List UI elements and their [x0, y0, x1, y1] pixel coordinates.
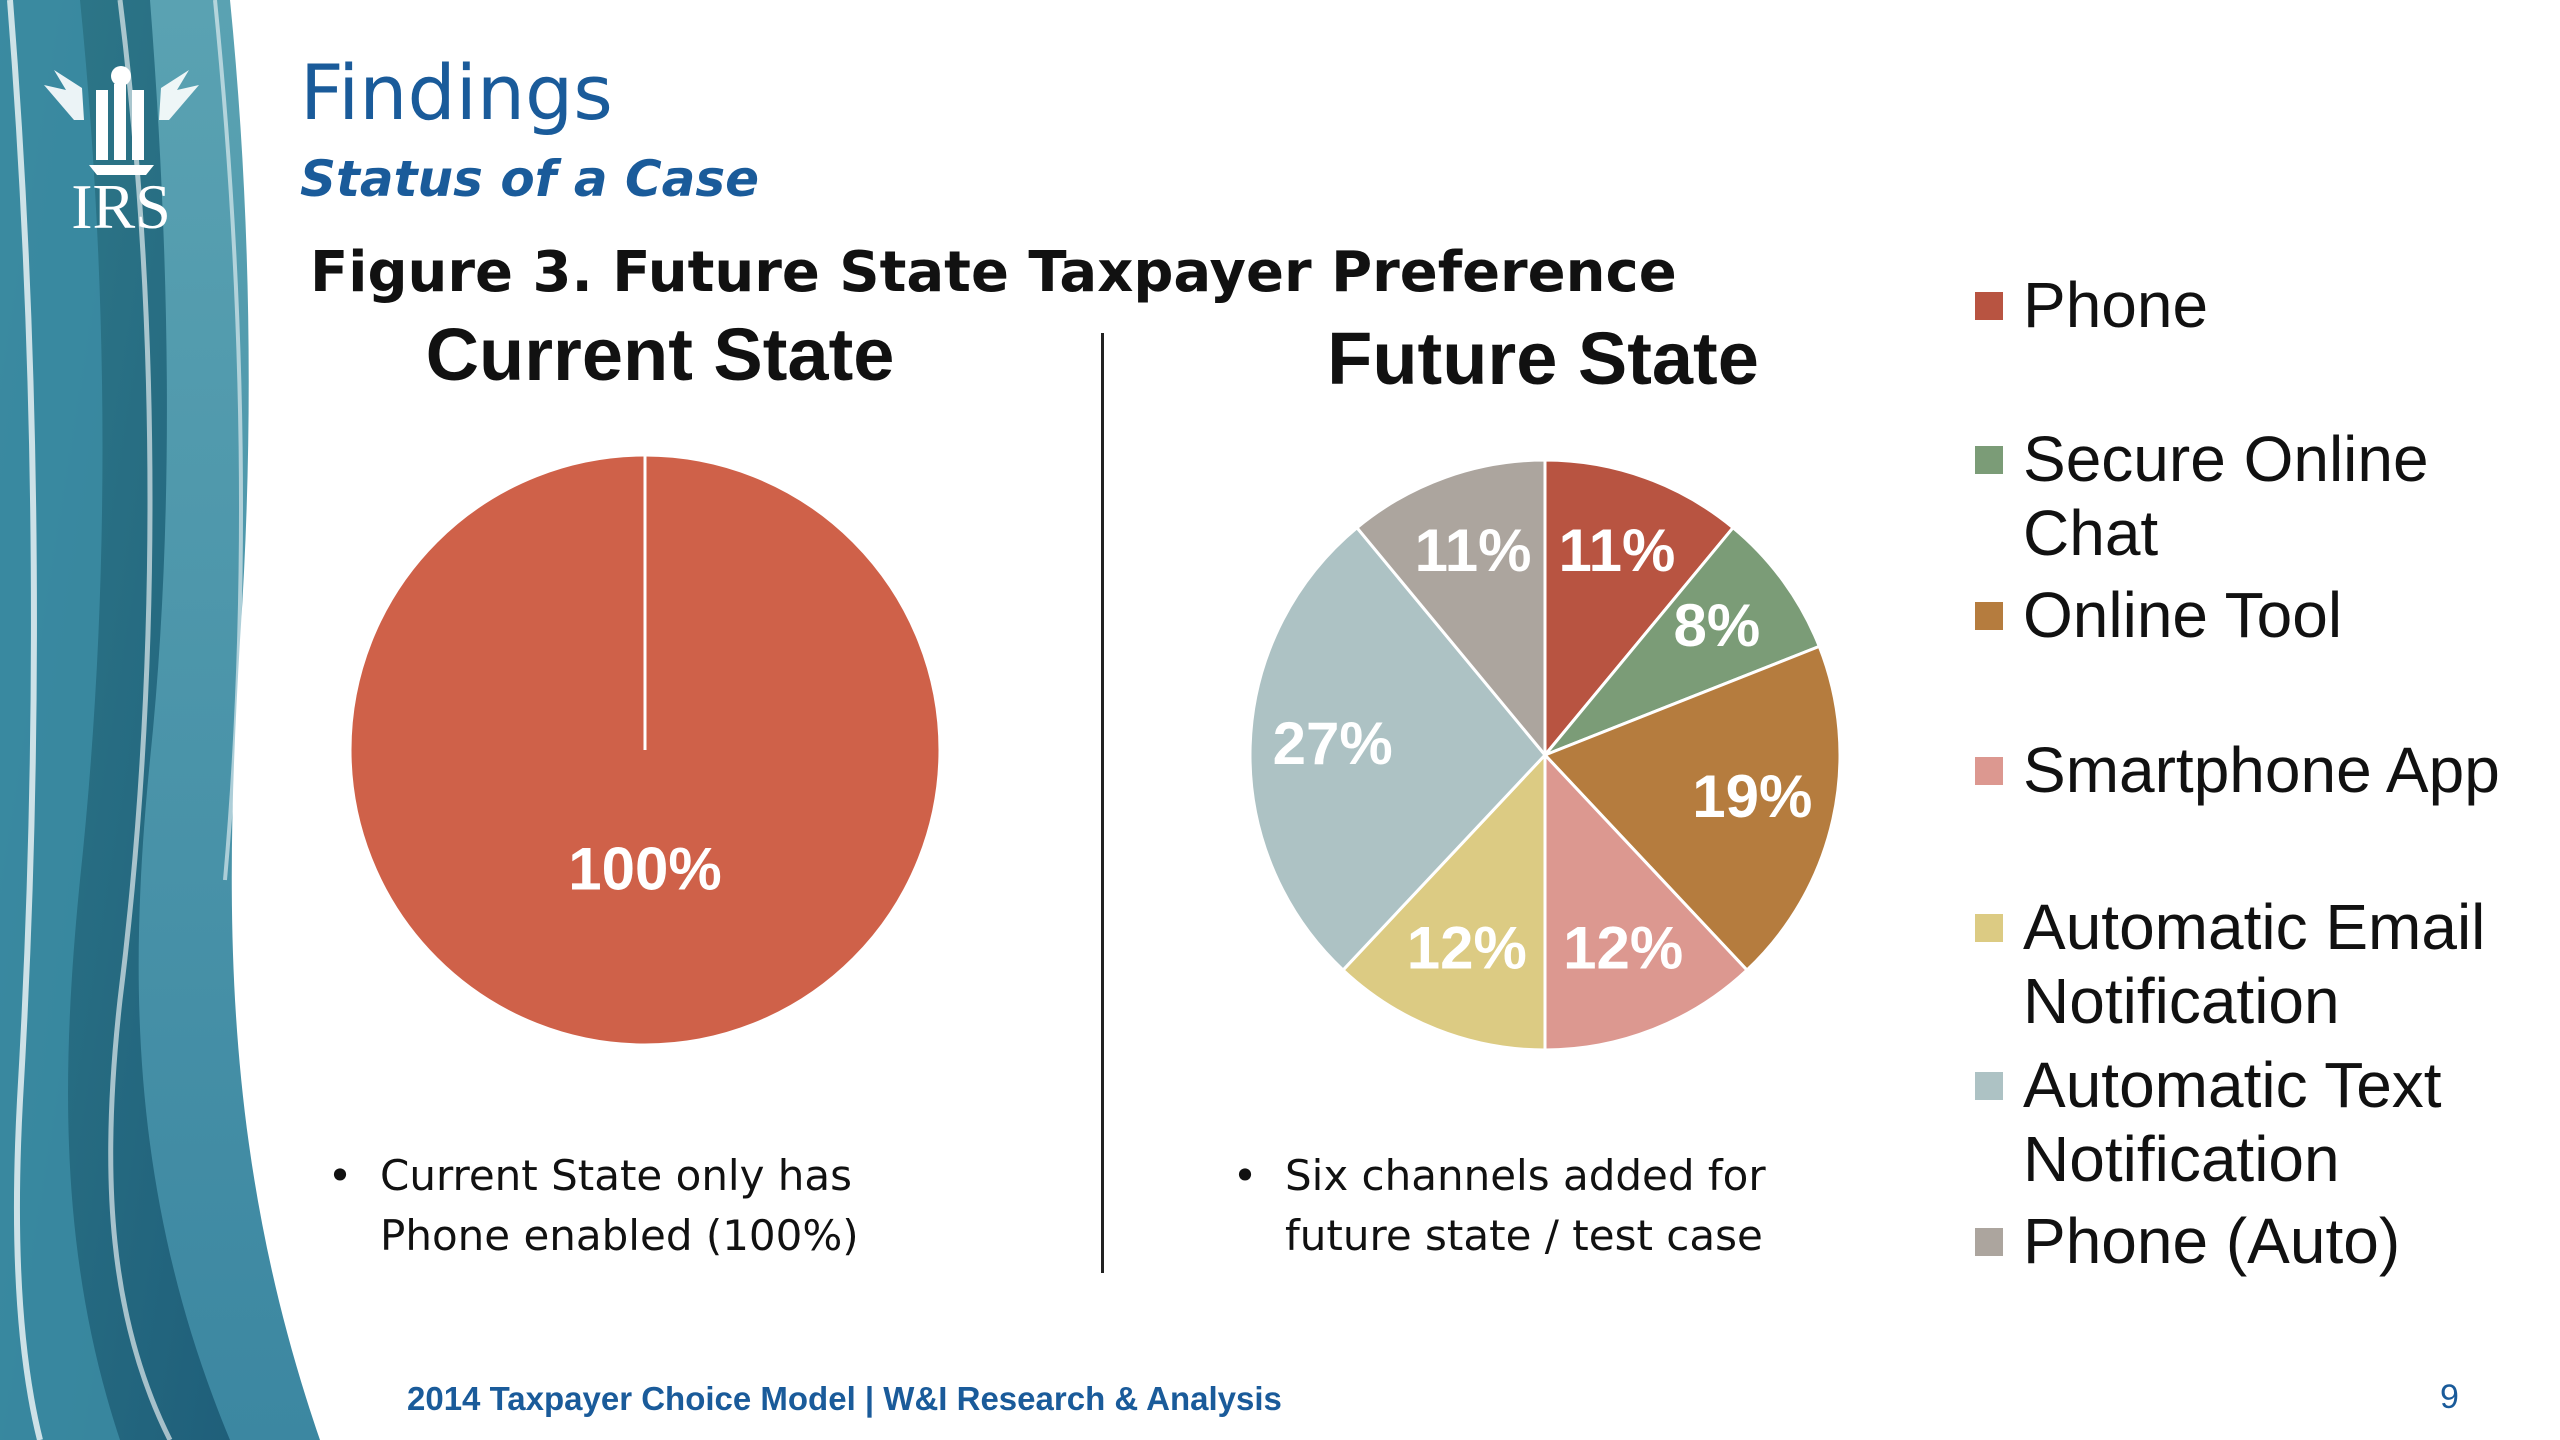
slide-footer: 2014 Taxpayer Choice Model | W&I Researc… — [407, 1380, 1282, 1417]
pie-data-label: 11% — [1415, 517, 1532, 584]
page-number: 9 — [2440, 1378, 2459, 1416]
legend-item-secure-online-chat: Secure Online Chat — [1975, 422, 2443, 570]
legend-swatch — [1975, 757, 2003, 785]
pie-data-label: 12% — [1563, 914, 1683, 981]
legend-label: Phone (Auto) — [2023, 1205, 2401, 1277]
pie-data-label: 19% — [1692, 763, 1812, 830]
legend-label: Automatic Email Notification — [2023, 891, 2486, 1037]
bullet-marker: • — [327, 1151, 353, 1200]
future-state-pie-chart: 11% 8% 19% 12% 12% 27% 11% — [1248, 458, 1842, 1052]
legend-swatch — [1975, 602, 2003, 630]
legend-item-smartphone-app: Smartphone App — [1975, 733, 2543, 807]
future-state-note: • Six channels added for future state / … — [1205, 1146, 1845, 1266]
legend-item-phone-auto: Phone (Auto) — [1975, 1204, 2543, 1278]
pie-slice-automatic-text-notification — [1248, 525, 1547, 973]
legend-swatch — [1975, 914, 2003, 942]
current-state-note-text: Current State only has Phone enabled (10… — [380, 1151, 859, 1260]
pie-data-label: 100% — [568, 836, 721, 903]
legend-swatch — [1975, 292, 2003, 320]
current-state-pie-chart: 100% — [348, 453, 942, 1047]
pie-slice-secure-online-chat — [1543, 525, 1822, 757]
pie-slice-phone-auto — [1354, 458, 1547, 760]
future-state-note-text: Six channels added for future state / te… — [1285, 1151, 1766, 1260]
legend-item-phone: Phone — [1975, 268, 2543, 342]
legend-swatch — [1975, 1228, 2003, 1256]
pie-slice-smartphone-app — [1543, 751, 1750, 1052]
pie-slice-automatic-email-notification — [1340, 751, 1547, 1052]
legend-label: Phone — [2023, 269, 2209, 341]
slide-subtitle: Status of a Case — [300, 150, 760, 208]
legend-item-automatic-email-notification: Automatic Email Notification — [1975, 890, 2513, 1038]
legend-label: Smartphone App — [2023, 734, 2500, 806]
legend-item-automatic-text-notification: Automatic Text Notification — [1975, 1048, 2513, 1196]
slide-title: Findings — [300, 48, 613, 137]
legend-swatch — [1975, 446, 2003, 474]
irs-eagle-logo: IRS — [44, 66, 199, 240]
svg-text:IRS: IRS — [71, 171, 171, 240]
legend-label: Automatic Text Notification — [2023, 1049, 2442, 1195]
pie-slice-online-tool — [1542, 644, 1842, 973]
panel-divider — [1101, 333, 1104, 1273]
current-state-note: • Current State only has Phone enabled (… — [300, 1146, 940, 1266]
current-state-chart-title: Current State — [425, 313, 895, 396]
decorative-swoosh-background — [0, 0, 320, 1440]
pie-slice-phone — [1543, 458, 1736, 760]
legend-label: Online Tool — [2023, 579, 2343, 651]
pie-data-label: 11% — [1559, 517, 1676, 584]
legend-item-online-tool: Online Tool — [1975, 578, 2543, 652]
figure-title: Figure 3. Future State Taxpayer Preferen… — [310, 240, 1677, 305]
pie-data-label: 12% — [1407, 914, 1527, 981]
chart-legend: Phone Secure Online Chat Online Tool Sma… — [1975, 0, 2560, 1300]
legend-swatch — [1975, 1072, 2003, 1100]
future-state-chart-title: Future State — [1327, 317, 1759, 400]
bullet-marker: • — [1232, 1151, 1258, 1200]
legend-label: Secure Online Chat — [2023, 423, 2429, 569]
pie-data-label: 27% — [1273, 710, 1393, 777]
pie-data-label: 8% — [1673, 592, 1760, 659]
